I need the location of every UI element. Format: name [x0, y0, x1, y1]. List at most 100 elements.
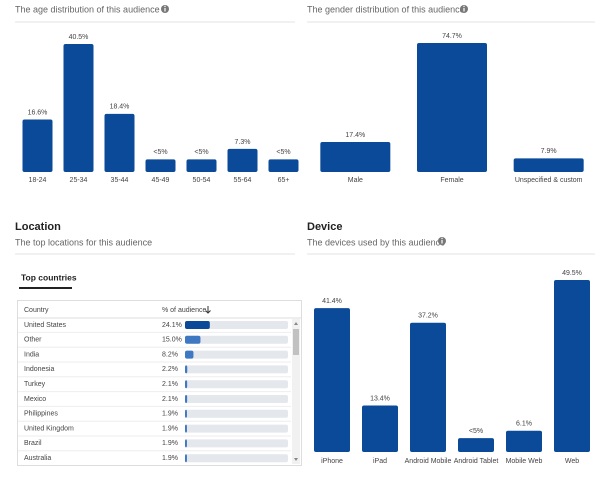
bar — [410, 322, 446, 452]
value-label: 18.4% — [110, 104, 130, 111]
table-bar — [185, 350, 194, 359]
country: Turkey — [24, 381, 46, 388]
percent: 24.1% — [162, 322, 182, 329]
value-label: <5% — [153, 149, 167, 156]
info-icon[interactable] — [460, 5, 468, 13]
percent: 2.1% — [162, 381, 178, 388]
country: Australia — [24, 455, 51, 462]
category-label: Web — [565, 458, 579, 465]
category-label: Android Tablet — [454, 458, 499, 465]
bar — [104, 113, 135, 172]
value-label: 49.5% — [562, 270, 582, 277]
value-label: 17.4% — [345, 132, 365, 139]
bar-track — [185, 380, 288, 389]
country: Philippines — [24, 411, 58, 418]
percent: 1.9% — [162, 425, 178, 432]
table-bar — [185, 424, 187, 433]
bar — [320, 141, 391, 172]
bar-track — [185, 365, 288, 374]
value-label: 6.1% — [516, 421, 532, 428]
country: India — [24, 351, 39, 358]
category-label: Android Mobile — [405, 458, 452, 465]
bar-track — [185, 439, 288, 448]
scrollbar-track — [292, 319, 300, 464]
bar — [417, 43, 487, 172]
bar — [506, 430, 542, 452]
column-header: Country — [24, 307, 49, 314]
column-header[interactable]: % of audience — [162, 307, 206, 314]
table-bar — [185, 395, 188, 403]
location-title: Location — [15, 221, 61, 233]
device-title: Device — [307, 221, 342, 233]
value-label: <5% — [276, 149, 290, 156]
bar-track — [185, 350, 288, 359]
percent: 8.2% — [162, 351, 178, 358]
bar — [186, 159, 217, 172]
country: Brazil — [24, 440, 42, 447]
age-title: The age distribution of this audience — [15, 4, 160, 14]
table-bar — [185, 380, 188, 389]
category-label: Unspecified & custom — [515, 177, 583, 184]
scrollbar-thumb[interactable] — [293, 329, 299, 355]
percent: 15.0% — [162, 337, 182, 344]
bar-track — [185, 335, 288, 344]
value-label: 13.4% — [370, 395, 390, 402]
gender-title: The gender distribution of this audience — [307, 4, 465, 14]
bar — [268, 159, 299, 172]
category-label: Male — [348, 177, 363, 184]
value-label: <5% — [469, 428, 483, 435]
category-label: 50-54 — [193, 177, 211, 184]
table-bar — [185, 335, 201, 344]
info-icon[interactable] — [438, 237, 446, 245]
table-bar — [185, 321, 210, 329]
category-label: 45-49 — [152, 177, 170, 184]
category-label: Female — [440, 177, 463, 184]
location-subtitle: The top locations for this audience — [15, 237, 152, 247]
percent: 1.9% — [162, 411, 178, 418]
category-label: 65+ — [278, 177, 290, 184]
bar — [145, 159, 176, 172]
country: Other — [24, 337, 42, 344]
value-label: <5% — [194, 149, 208, 156]
table-bar — [185, 365, 188, 374]
percent: 1.9% — [162, 440, 178, 447]
bar — [458, 438, 494, 452]
percent: 2.2% — [162, 366, 178, 373]
category-label: 35-44 — [111, 177, 129, 184]
bar — [22, 119, 53, 172]
bar-track — [185, 409, 288, 418]
bar — [513, 158, 584, 172]
percent: 1.9% — [162, 455, 178, 462]
category-label: Mobile Web — [506, 458, 543, 465]
bar — [63, 44, 94, 172]
value-label: 16.6% — [28, 109, 48, 116]
country: United Kingdom — [24, 425, 74, 432]
value-label: 40.5% — [69, 34, 89, 41]
bar-track — [185, 424, 288, 433]
device-subtitle: The devices used by this audience — [307, 237, 445, 247]
value-label: 7.9% — [541, 148, 557, 155]
bar-track — [185, 454, 288, 463]
sort-arrow[interactable] — [205, 306, 211, 314]
country: Indonesia — [24, 366, 54, 373]
tab[interactable]: Top countries — [21, 272, 77, 282]
table-bar — [185, 454, 187, 463]
table-bar — [185, 439, 187, 448]
percent: 2.1% — [162, 396, 178, 403]
category-label: 25-34 — [70, 177, 88, 184]
category-label: iPad — [373, 458, 387, 465]
table-bar — [185, 409, 187, 418]
country: Mexico — [24, 396, 46, 403]
category-label: iPhone — [321, 458, 343, 465]
bar — [227, 148, 258, 172]
info-icon[interactable] — [161, 5, 169, 13]
bar-track — [185, 321, 288, 329]
value-label: 37.2% — [418, 313, 438, 320]
category-label: 18-24 — [29, 177, 47, 184]
bar — [554, 280, 590, 452]
bar — [314, 308, 350, 452]
value-label: 41.4% — [322, 298, 342, 305]
country: United States — [24, 322, 67, 329]
